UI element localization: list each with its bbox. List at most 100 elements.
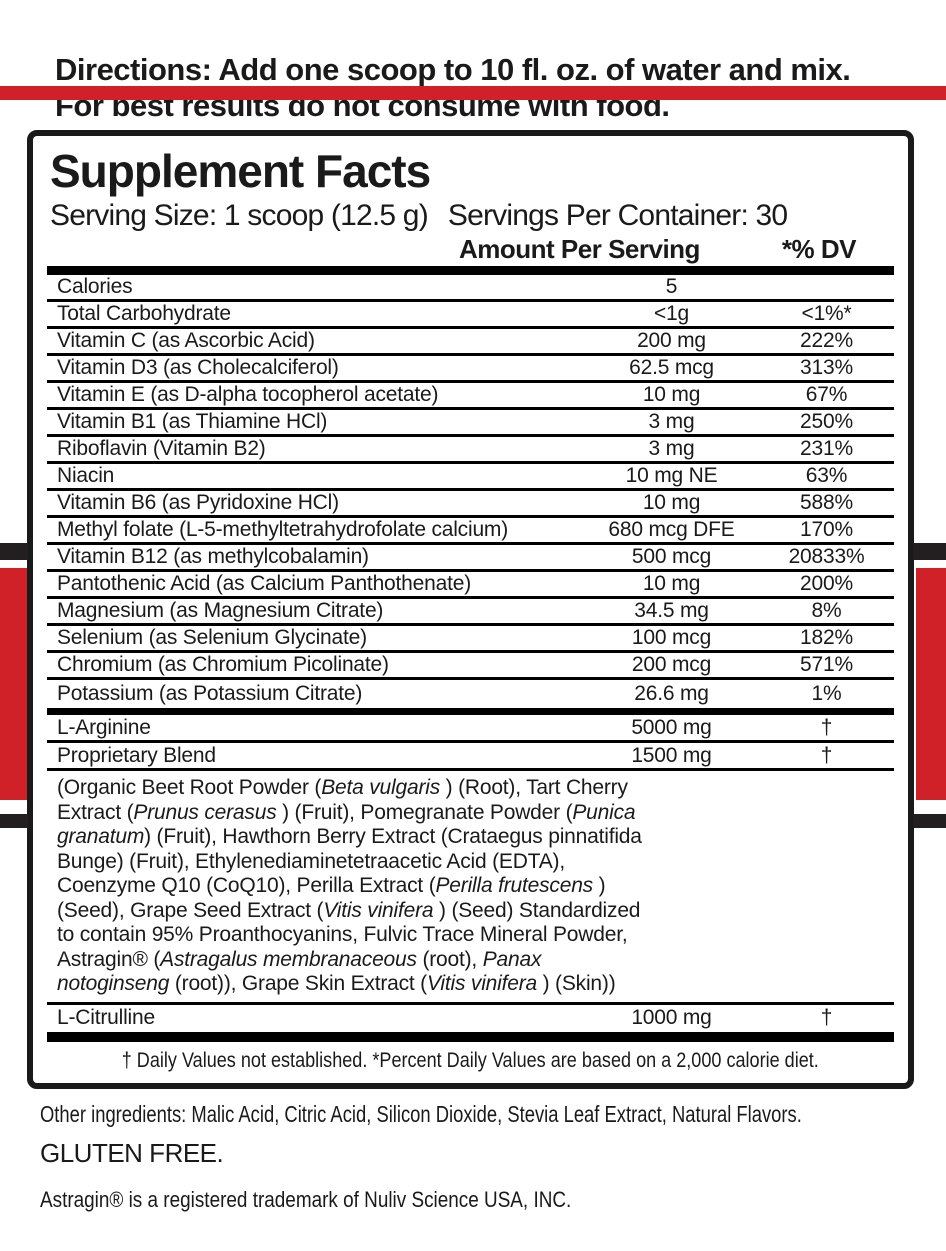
fact-row-magnesium: Magnesium (as Magnesium Citrate) 34.5 mg…: [47, 599, 894, 626]
nutrient-name: Calories: [57, 275, 133, 298]
nutrient-amount: 200 mg: [637, 329, 706, 352]
footer-divider-bar: [47, 1031, 894, 1042]
fact-row-vitamin-d3: Vitamin D3 (as Cholecalciferol) 62.5 mcg…: [47, 356, 894, 383]
supplement-facts-panel: Supplement Facts Serving Size: 1 scoop (…: [27, 130, 914, 1089]
fact-row-total-carbohydrate: Total Carbohydrate <1g <1%*: [47, 302, 894, 329]
nutrient-name: Proprietary Blend: [57, 743, 216, 767]
serving-info: Serving Size: 1 scoop (12.5 g) Servings …: [50, 199, 894, 233]
blend-rows: L-Arginine 5000 mg † Proprietary Blend 1…: [47, 715, 894, 771]
nutrient-amount: 26.6 mg: [634, 681, 709, 705]
left-black-strip-top: [0, 543, 28, 560]
nutrient-amount: 10 mg: [642, 491, 701, 514]
nutrient-amount: <1g: [653, 302, 690, 325]
nutrient-amount: 1500 mg: [631, 743, 712, 767]
nutrient-name: Pantothenic Acid (as Calcium Panthothena…: [57, 572, 471, 595]
nutrient-amount: 10 mg: [642, 383, 701, 406]
daily-value-footnote: † Daily Values not established. *Percent…: [121, 1048, 820, 1072]
fact-row-niacin: Niacin 10 mg NE 63%: [47, 464, 894, 491]
nutrient-dv: 588%: [800, 491, 853, 514]
serving-size: Serving Size: 1 scoop (12.5 g): [50, 199, 429, 232]
nutrient-dv: 313%: [800, 356, 853, 379]
nutrient-dv: <1%*: [801, 302, 852, 325]
nutrient-amount: 500 mcg: [631, 545, 712, 568]
right-black-strip-bottom: [913, 814, 946, 828]
nutrient-dv: †: [820, 743, 833, 767]
nutrient-name: Vitamin B12 (as methylcobalamin): [57, 545, 369, 568]
nutrient-name: Selenium (as Selenium Glycinate): [57, 626, 367, 649]
nutrient-name: Niacin: [57, 464, 115, 487]
fact-row-selenium: Selenium (as Selenium Glycinate) 100 mcg…: [47, 626, 894, 653]
fact-row-vitamin-b6: Vitamin B6 (as Pyridoxine HCl) 10 mg 588…: [47, 491, 894, 518]
nutrient-dv: †: [820, 715, 833, 739]
panel-title: Supplement Facts: [50, 145, 431, 197]
nutrient-amount: 10 mg NE: [625, 464, 718, 487]
bottom-text-block: Other ingredients: Malic Acid, Citric Ac…: [40, 1101, 946, 1213]
nutrient-name: L-Citrulline: [57, 1006, 155, 1029]
trademark-text: Astragin® is a registered trademark of N…: [40, 1186, 572, 1212]
nutrient-dv: 222%: [800, 329, 853, 352]
right-black-strip-top: [913, 543, 946, 560]
servings-per-container: Servings Per Container: 30: [447, 199, 788, 232]
nutrient-name: Potassium (as Potassium Citrate): [57, 681, 363, 705]
left-black-strip-bottom: [0, 814, 28, 828]
fact-row-methyl-folate: Methyl folate (L-5-methyltetrahydrofolat…: [47, 518, 894, 545]
fact-row-potassium: Potassium (as Potassium Citrate) 26.6 mg…: [47, 680, 894, 707]
other-ingredients-text: Other ingredients: Malic Acid, Citric Ac…: [40, 1100, 802, 1127]
fact-row-l-citrulline: L-Citrulline 1000 mg †: [47, 1005, 894, 1032]
nutrient-name: Magnesium (as Magnesium Citrate): [57, 599, 384, 622]
left-red-panel: [0, 568, 27, 800]
nutrient-name: Vitamin B1 (as Thiamine HCl): [57, 410, 328, 433]
nutrient-name: Vitamin D3 (as Cholecalciferol): [57, 356, 339, 379]
gluten-free-text: GLUTEN FREE.: [40, 1137, 224, 1168]
nutrient-name: Vitamin B6 (as Pyridoxine HCl): [57, 491, 339, 514]
nutrient-dv: 250%: [800, 410, 853, 433]
fact-row-chromium: Chromium (as Chromium Picolinate) 200 mc…: [47, 653, 894, 680]
nutrient-dv: 182%: [800, 626, 853, 649]
nutrient-amount: 5: [665, 275, 678, 298]
fact-row-calories: Calories 5: [47, 275, 894, 302]
nutrient-amount: 3 mg: [648, 410, 695, 433]
nutrient-dv: 20833%: [788, 545, 865, 568]
nutrient-amount: 1000 mg: [631, 1006, 712, 1029]
header-divider-bar: [47, 266, 894, 275]
section-divider-bar: [47, 708, 894, 715]
blend-description: (Organic Beet Root Powder (Beta vulgaris…: [47, 771, 894, 1005]
nutrient-amount: 34.5 mg: [634, 599, 709, 622]
nutrient-dv: 63%: [805, 464, 848, 487]
nutrient-name: Methyl folate (L-5-methyltetrahydrofolat…: [57, 518, 509, 541]
right-red-panel: [916, 568, 946, 800]
nutrient-amount: 62.5 mcg: [629, 356, 714, 379]
nutrient-dv: 231%: [800, 437, 853, 460]
nutrient-dv: 8%: [811, 599, 842, 622]
fact-row-l-arginine: L-Arginine 5000 mg †: [47, 715, 894, 743]
nutrient-amount: 100 mcg: [631, 626, 712, 649]
fact-row-vitamin-b12: Vitamin B12 (as methylcobalamin) 500 mcg…: [47, 545, 894, 572]
fact-row-vitamin-c: Vitamin C (as Ascorbic Acid) 200 mg 222%: [47, 329, 894, 356]
top-red-band: [0, 86, 946, 100]
nutrient-dv: 571%: [800, 653, 853, 676]
nutrient-dv: 170%: [800, 518, 853, 541]
fact-row-riboflavin: Riboflavin (Vitamin B2) 3 mg 231%: [47, 437, 894, 464]
nutrient-amount: 3 mg: [648, 437, 695, 460]
nutrient-dv: 1%: [811, 681, 842, 705]
directions-line-1: Directions: Add one scoop to 10 fl. oz. …: [55, 52, 851, 87]
fact-row-pantothenic-acid: Pantothenic Acid (as Calcium Panthothena…: [47, 572, 894, 599]
nutrient-dv: 67%: [805, 383, 848, 406]
nutrient-name: Vitamin C (as Ascorbic Acid): [57, 329, 315, 352]
nutrient-name: Chromium (as Chromium Picolinate): [57, 653, 389, 676]
dv-column-header: *% DV: [781, 234, 857, 264]
nutrient-name: Riboflavin (Vitamin B2): [57, 437, 266, 460]
nutrient-name: L-Arginine: [57, 715, 151, 739]
nutrient-amount: 5000 mg: [631, 715, 712, 739]
nutrient-name: Vitamin E (as D-alpha tocopherol acetate…: [57, 383, 439, 406]
fact-row-vitamin-b1: Vitamin B1 (as Thiamine HCl) 3 mg 250%: [47, 410, 894, 437]
nutrient-dv: †: [820, 1006, 833, 1029]
nutrient-amount: 680 mcg DFE: [608, 518, 735, 541]
amount-column-header: Amount Per Serving: [459, 234, 700, 264]
nutrient-rows: Calories 5 Total Carbohydrate <1g <1%* V…: [47, 275, 894, 707]
nutrient-amount: 200 mcg: [631, 653, 712, 676]
nutrient-name: Total Carbohydrate: [57, 302, 231, 325]
nutrient-dv: 200%: [800, 572, 853, 595]
column-headers: Amount Per Serving *% DV: [47, 233, 894, 266]
nutrient-amount: 10 mg: [642, 572, 701, 595]
